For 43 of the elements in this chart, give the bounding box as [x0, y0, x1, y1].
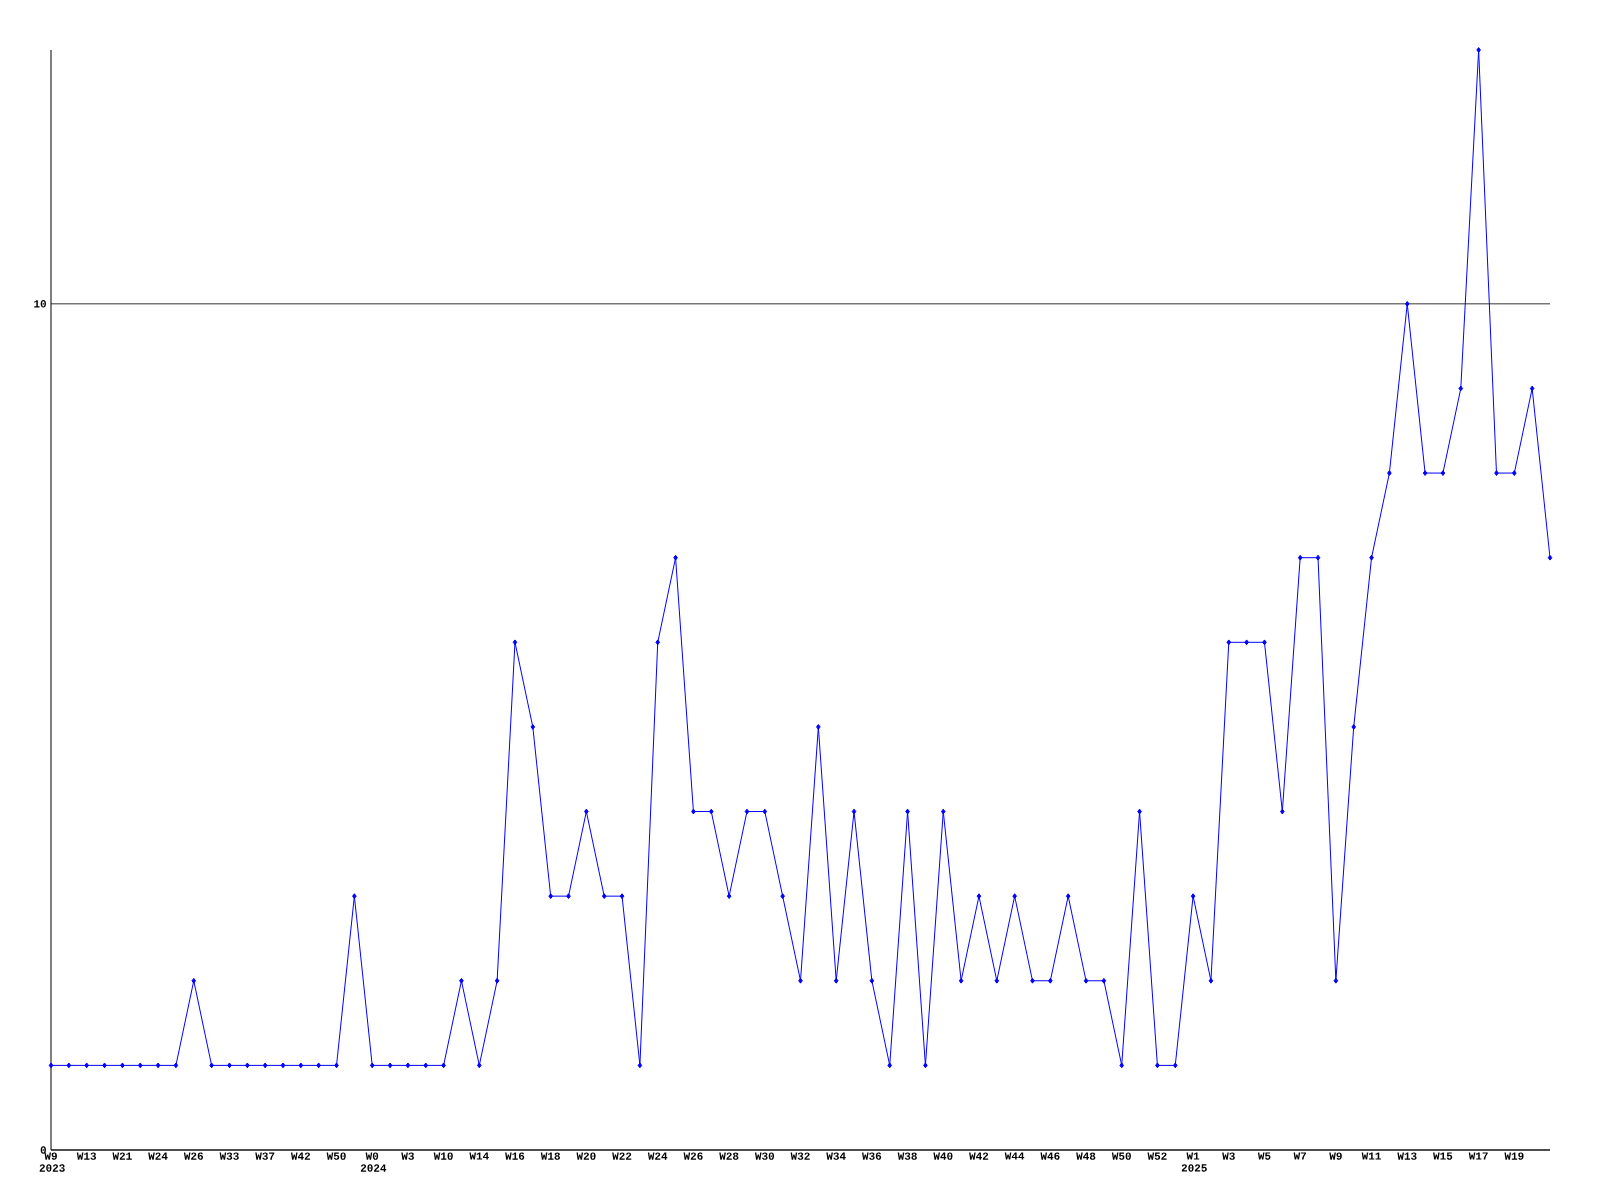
x-tick-label: W3 — [1222, 1152, 1235, 1160]
x-tick-label: W7 — [1293, 1152, 1307, 1160]
x-tick-label: W34 — [826, 1152, 846, 1160]
x-tick-label: W21 — [112, 1152, 132, 1160]
x-tick-label: W18 — [540, 1152, 560, 1160]
x-tick-label: W36 — [862, 1152, 882, 1160]
x-tick-label: W10 — [433, 1152, 453, 1160]
x-tick-label: W14 — [469, 1152, 489, 1160]
x-tick-label: W13 — [1397, 1152, 1417, 1160]
x-tick-label: W33 — [219, 1152, 239, 1160]
x-tick-label: W30 — [754, 1152, 775, 1160]
x-tick-label: W20 — [576, 1152, 596, 1160]
x-tick-label: W16 — [505, 1152, 525, 1160]
y-tick-label: 10 — [34, 300, 46, 308]
x-tick-label: W44 — [1004, 1152, 1025, 1160]
x-tick-label: W28 — [719, 1152, 739, 1160]
x-tick-label: W48 — [1076, 1152, 1096, 1160]
x-tick-label: W9 — [1329, 1152, 1342, 1160]
x-tick-label: W52 — [1147, 1152, 1167, 1160]
x-tick-label: W38 — [897, 1152, 917, 1160]
x-tick-label: W11 — [1361, 1152, 1381, 1160]
x-tick-label: W32 — [790, 1152, 810, 1160]
x-tick-label: W46 — [1040, 1152, 1060, 1160]
y-tick-label: 0 — [40, 1146, 46, 1154]
x-tick-label: W15 — [1433, 1152, 1453, 1160]
x-tick-label: W5 — [1257, 1152, 1271, 1160]
x-tick-label: W50 — [1111, 1152, 1131, 1160]
x-tick-label: W3 — [401, 1152, 414, 1160]
x-tick-label: W24 — [148, 1152, 168, 1160]
x-tick-label: W42 — [290, 1152, 311, 1160]
x-tick-label: W17 — [1468, 1152, 1488, 1160]
x-tick-label: W13 — [76, 1152, 97, 1160]
x-tick-label: W37 — [255, 1152, 275, 1160]
x-tick-label: W42 — [969, 1152, 989, 1160]
x-tick-label: W22 — [612, 1152, 632, 1160]
x-tick-label: W0 2024 — [360, 1152, 387, 1172]
x-tick-label: W26 — [183, 1152, 204, 1160]
x-tick-label: W1 2025 — [1181, 1152, 1207, 1172]
x-tick-label: W24 — [647, 1152, 668, 1160]
x-tick-label: W26 — [683, 1152, 703, 1160]
x-tick-label: W40 — [933, 1152, 953, 1160]
x-tick-label: W50 — [326, 1152, 346, 1160]
x-tick-label: W19 — [1504, 1152, 1524, 1160]
